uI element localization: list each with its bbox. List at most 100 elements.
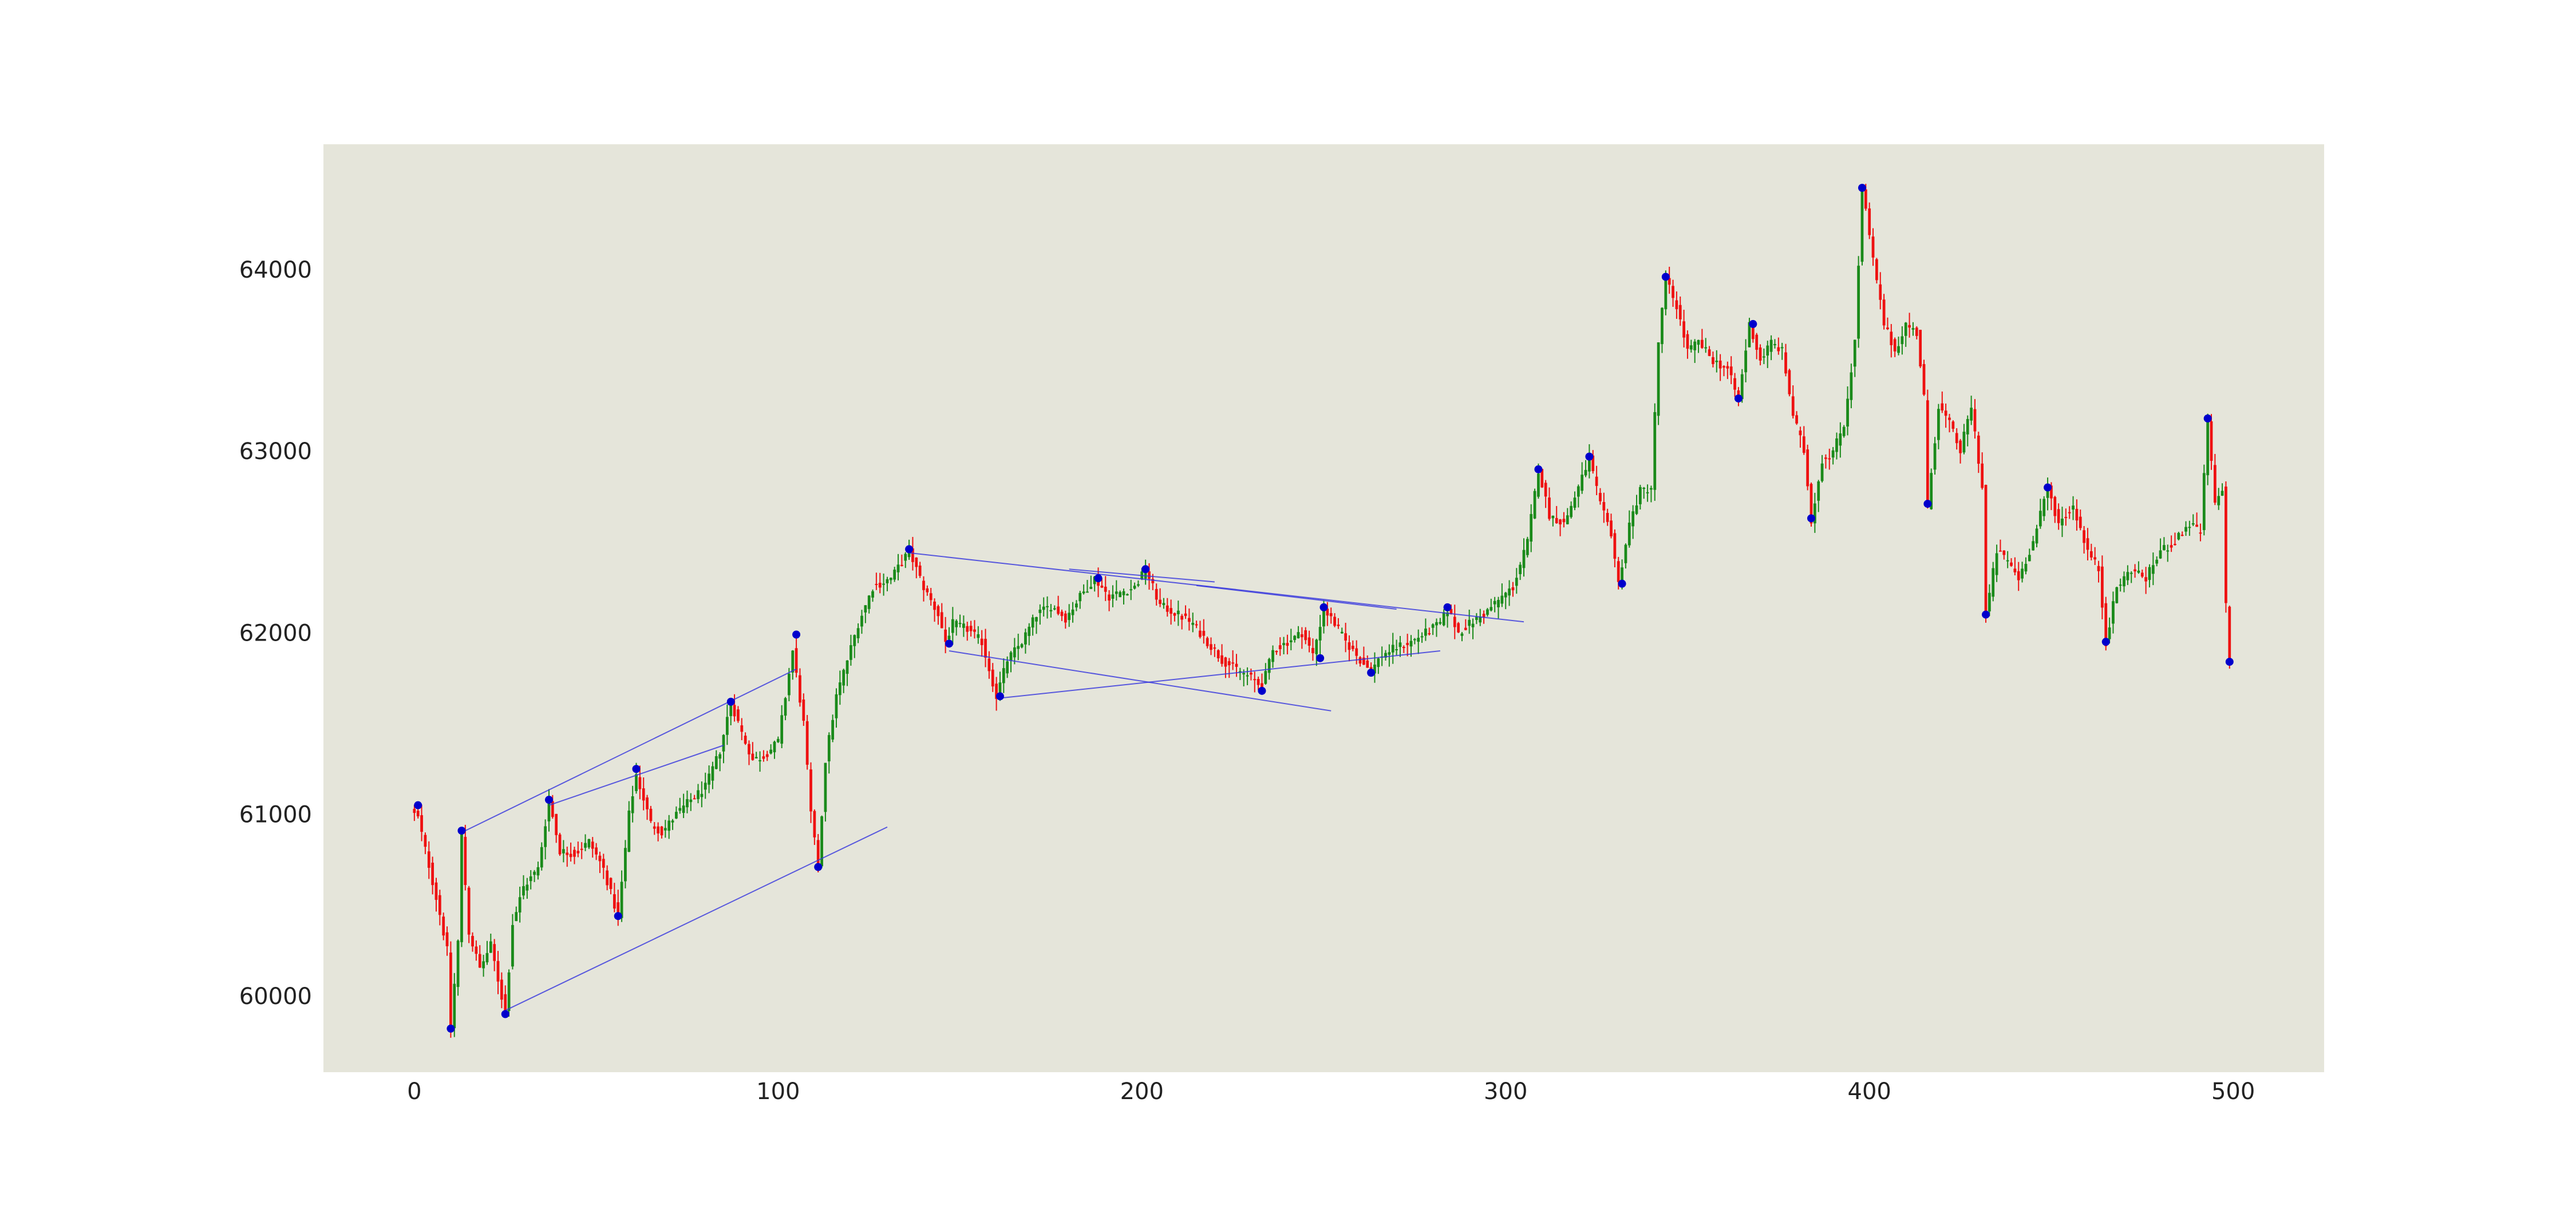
candle-body bbox=[1919, 330, 1922, 367]
candle-body bbox=[995, 684, 998, 699]
candle-body bbox=[697, 790, 700, 799]
candle-body bbox=[569, 854, 572, 858]
candle-body bbox=[2068, 512, 2071, 513]
candle-body bbox=[1464, 627, 1467, 630]
candle-body bbox=[1769, 339, 1773, 352]
candle-body bbox=[1122, 591, 1125, 595]
candle-body bbox=[1471, 623, 1475, 627]
candle-body bbox=[1406, 643, 1409, 645]
candle-body bbox=[1926, 400, 1929, 502]
candle-body bbox=[2191, 523, 2195, 525]
candle-body bbox=[1398, 642, 1402, 647]
candle-body bbox=[762, 756, 765, 759]
pivot-marker bbox=[2203, 414, 2212, 423]
candle-body bbox=[518, 897, 521, 912]
candle-body bbox=[1704, 347, 1708, 349]
pivot-marker bbox=[614, 912, 622, 920]
candle-body bbox=[580, 848, 583, 850]
candle-body bbox=[2050, 485, 2053, 499]
candle-body bbox=[1449, 609, 1453, 614]
candle-body bbox=[2112, 601, 2115, 624]
candle-body bbox=[1591, 455, 1595, 471]
candle-body bbox=[773, 741, 776, 753]
candle-body bbox=[413, 809, 416, 813]
candle-body bbox=[1486, 609, 1489, 615]
candle-body bbox=[1675, 300, 1678, 310]
candle-body bbox=[1137, 584, 1140, 586]
candle-body bbox=[1842, 426, 1846, 436]
candle-body bbox=[442, 916, 445, 936]
candle-body bbox=[1621, 567, 1623, 584]
candle-body bbox=[1227, 661, 1231, 666]
candle-body bbox=[1028, 626, 1031, 636]
pivot-markers bbox=[414, 184, 2234, 1033]
candle-body bbox=[1253, 679, 1257, 681]
candle-body bbox=[1064, 613, 1067, 623]
candle-body bbox=[1224, 657, 1227, 667]
candle-body bbox=[1246, 675, 1249, 677]
candle-body bbox=[1242, 673, 1246, 675]
candle-body bbox=[431, 863, 434, 886]
candle-body bbox=[522, 886, 525, 896]
y-tick-label: 62000 bbox=[239, 620, 312, 646]
candle-body bbox=[500, 979, 503, 1000]
candle-body bbox=[911, 548, 914, 562]
candle-body bbox=[1817, 481, 1820, 501]
candle-body bbox=[1908, 325, 1911, 328]
candle-body bbox=[933, 601, 936, 610]
pivot-marker bbox=[905, 545, 914, 554]
candle-body bbox=[1930, 473, 1933, 509]
candle-body bbox=[744, 736, 747, 744]
candle-body bbox=[1751, 327, 1755, 339]
candle-body bbox=[1977, 435, 1980, 464]
candle-body bbox=[1119, 592, 1122, 598]
candle-body bbox=[511, 925, 514, 967]
trendline bbox=[1196, 584, 1397, 610]
candle-body bbox=[1820, 463, 1824, 481]
candle-body bbox=[2174, 544, 2176, 546]
candle-body bbox=[2221, 491, 2224, 496]
candle-body bbox=[1748, 322, 1751, 347]
candle-body bbox=[1700, 339, 1704, 348]
candle-body bbox=[606, 870, 609, 886]
candle-body bbox=[1646, 492, 1649, 493]
candle-body bbox=[1457, 623, 1460, 633]
candle-body bbox=[951, 619, 954, 633]
candle-body bbox=[1973, 409, 1977, 432]
candle-body bbox=[1984, 484, 1988, 614]
candle-body bbox=[1595, 476, 1598, 486]
candle-body bbox=[544, 826, 547, 847]
candle-body bbox=[860, 615, 863, 627]
candle-body bbox=[2021, 568, 2024, 579]
candle-body bbox=[1184, 613, 1187, 617]
candle-body bbox=[1555, 517, 1558, 524]
candle-body bbox=[1326, 609, 1329, 616]
pivot-marker bbox=[2101, 638, 2110, 646]
candle-body bbox=[1610, 520, 1613, 536]
candle-body bbox=[2195, 524, 2198, 527]
candle-body bbox=[2119, 584, 2122, 586]
candle-body bbox=[733, 705, 736, 717]
candle-body bbox=[1835, 438, 1838, 452]
candle-body bbox=[1133, 586, 1136, 589]
candle-body bbox=[1522, 550, 1526, 568]
pivot-marker bbox=[945, 639, 953, 648]
candle-body bbox=[973, 629, 976, 632]
candle-body bbox=[1093, 576, 1096, 584]
candle-body bbox=[2010, 562, 2013, 566]
candle-body bbox=[1875, 259, 1878, 280]
candle-body bbox=[802, 700, 805, 721]
pivot-marker bbox=[1141, 565, 1150, 574]
pivot-marker bbox=[544, 796, 553, 804]
candle-body bbox=[2028, 555, 2031, 562]
candle-body bbox=[1155, 588, 1158, 600]
candle-body bbox=[740, 725, 744, 732]
candle-body bbox=[529, 876, 532, 882]
candle-body bbox=[1799, 430, 1802, 436]
candle-body bbox=[722, 734, 725, 752]
trendline bbox=[999, 650, 1440, 699]
candle-body bbox=[918, 565, 922, 576]
candle-body bbox=[1191, 622, 1195, 625]
candle-body bbox=[1002, 668, 1005, 684]
y-tick-label: 60000 bbox=[239, 983, 312, 1010]
